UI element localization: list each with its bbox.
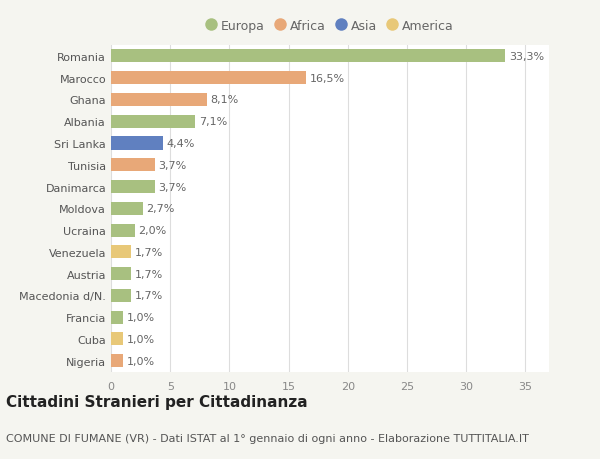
Bar [111,94,207,107]
Bar [111,202,143,215]
Bar [111,311,123,324]
Bar [111,289,131,302]
Bar [111,268,131,280]
Text: 1,7%: 1,7% [134,269,163,279]
Text: 4,4%: 4,4% [167,139,195,149]
Bar [111,137,163,150]
Text: 1,0%: 1,0% [127,356,155,366]
Text: 1,7%: 1,7% [134,247,163,257]
Bar [111,224,134,237]
Text: 1,0%: 1,0% [127,313,155,323]
Bar [111,333,123,346]
Text: 2,0%: 2,0% [138,225,166,235]
Text: 3,7%: 3,7% [158,160,187,170]
Text: 16,5%: 16,5% [310,73,345,84]
Bar [111,115,195,129]
Text: 33,3%: 33,3% [509,52,544,62]
Text: COMUNE DI FUMANE (VR) - Dati ISTAT al 1° gennaio di ogni anno - Elaborazione TUT: COMUNE DI FUMANE (VR) - Dati ISTAT al 1°… [6,433,529,442]
Bar [111,50,505,63]
Text: 7,1%: 7,1% [199,117,227,127]
Text: 1,0%: 1,0% [127,334,155,344]
Text: 1,7%: 1,7% [134,291,163,301]
Text: 2,7%: 2,7% [146,204,175,214]
Text: Cittadini Stranieri per Cittadinanza: Cittadini Stranieri per Cittadinanza [6,394,308,409]
Bar [111,246,131,259]
Bar [111,354,123,368]
Bar [111,159,155,172]
Text: 3,7%: 3,7% [158,182,187,192]
Legend: Europa, Africa, Asia, America: Europa, Africa, Asia, America [201,15,459,38]
Text: 8,1%: 8,1% [211,95,239,105]
Bar [111,180,155,194]
Bar [111,72,307,85]
